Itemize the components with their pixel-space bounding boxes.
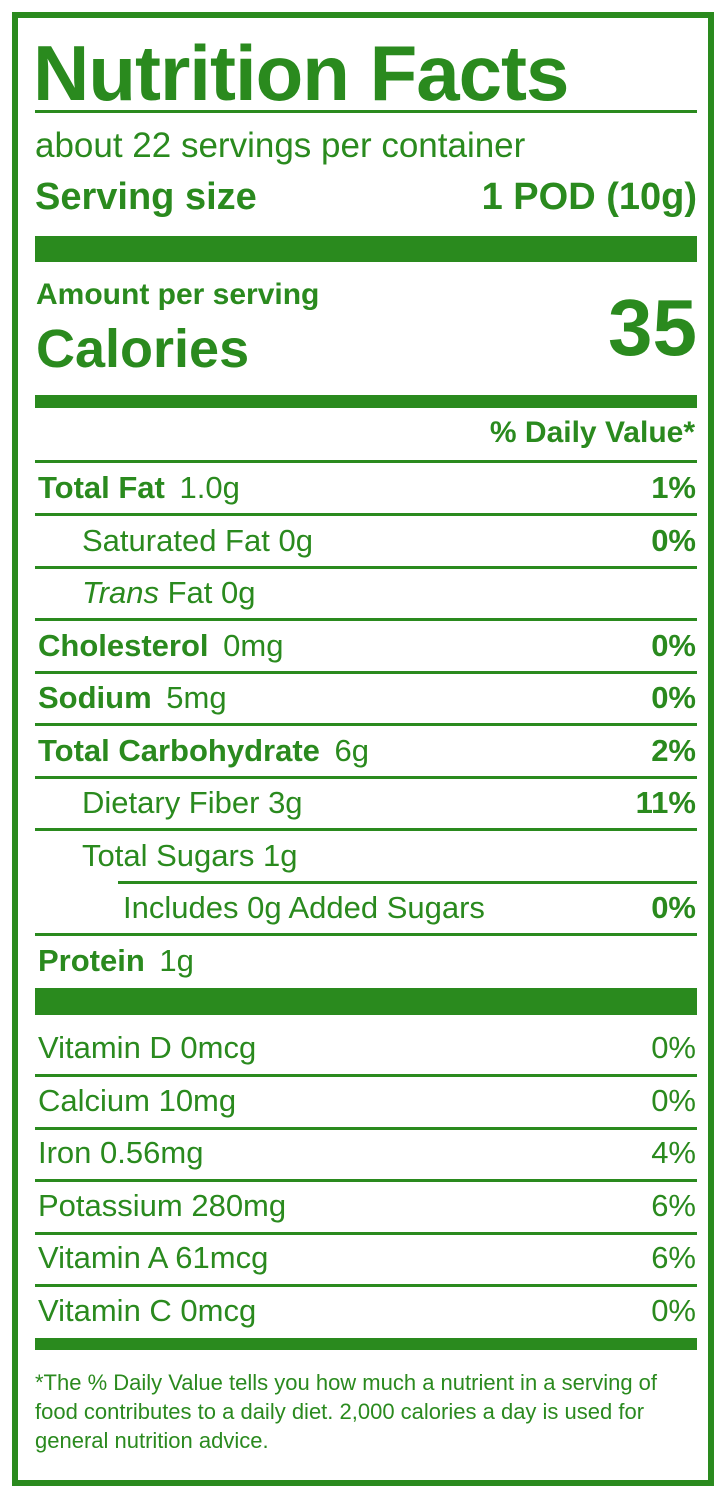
nutrient-row: Total Sugars 1g [38, 836, 696, 876]
nutrient-row: Dietary Fiber 3g 11% [38, 783, 696, 823]
label-border [12, 12, 714, 1486]
nutrient-daily-value: 2% [651, 732, 696, 768]
nutrient-amount: 1g [262, 837, 298, 873]
nutrient-daily-value: 0% [651, 680, 696, 715]
nutrient-label: Cholesterol 0mg [38, 626, 283, 666]
medium-divider [35, 1338, 697, 1350]
serving-size-label: Serving size [35, 176, 257, 218]
divider [35, 618, 697, 621]
vitamin-label: Calcium 10mg [38, 1082, 237, 1118]
divider [35, 933, 697, 936]
vitamin-label: Vitamin A 61mcg [38, 1240, 269, 1276]
servings-per-container: about 22 servings per container [35, 126, 526, 165]
nutrient-amount: 0g [221, 575, 256, 610]
nutrient-row: Total Carbohydrate 6g 2% [38, 731, 696, 771]
nutrient-amount: 5mg [166, 680, 227, 715]
nutrient-name: Saturated Fat [82, 522, 270, 558]
vitamin-row: Vitamin D 0mcg 0% [38, 1028, 696, 1068]
divider [35, 670, 697, 674]
nutrient-label: Sodium 5mg [38, 678, 227, 718]
divider [35, 775, 697, 779]
nutrient-label: Dietary Fiber 3g [82, 783, 303, 823]
nutrient-label: Total Sugars 1g [82, 836, 297, 876]
vitamin-row: Vitamin C 0mcg 0% [38, 1291, 696, 1331]
thick-divider [35, 236, 697, 262]
vitamin-label: Iron 0.56mg [38, 1135, 204, 1171]
nutrient-label: Total Fat 1.0g [38, 468, 240, 508]
divider [35, 1074, 697, 1077]
vitamin-daily-value: 0% [651, 1293, 696, 1328]
daily-value-header: % Daily Value* [489, 416, 695, 449]
nutrient-row: Trans Fat 0g [38, 573, 696, 613]
nutrient-name: Total Fat [38, 470, 165, 505]
vitamin-row: Iron 0.56mg 4% [38, 1133, 696, 1173]
nutrient-name-suffix: Fat [167, 575, 213, 610]
nutrient-daily-value: 1% [651, 470, 696, 505]
nutrient-row: Saturated Fat 0g 0% [38, 521, 696, 561]
nutrient-name: Total Carbohydrate [38, 732, 320, 768]
vitamin-label: Vitamin C 0mcg [38, 1293, 257, 1328]
amount-per-serving: Amount per serving [36, 278, 320, 311]
calories-value: 35 [608, 283, 697, 372]
divider [35, 460, 697, 463]
nutrient-name: Trans [82, 575, 159, 610]
divider [35, 1284, 697, 1288]
divider [35, 110, 697, 113]
nutrient-row: Total Fat 1.0g 1% [38, 468, 696, 508]
nutrient-label: Saturated Fat 0g [82, 521, 313, 561]
nutrient-label: Includes 0g Added Sugars [123, 888, 485, 928]
nutrient-daily-value: 0% [651, 890, 696, 925]
nutrient-amount: 0g [278, 522, 313, 558]
nutrient-name: Dietary Fiber [82, 785, 260, 820]
nutrient-label: Protein 1g [38, 941, 194, 981]
divider [35, 1231, 697, 1235]
serving-size-value: 1 POD (10g) [481, 176, 697, 218]
vitamin-row: Calcium 10mg 0% [38, 1081, 696, 1121]
nutrient-amount: 6g [334, 732, 370, 768]
thick-divider [35, 988, 697, 1015]
vitamin-row: Vitamin A 61mcg 6% [38, 1238, 696, 1278]
medium-divider [35, 395, 697, 408]
divider [35, 828, 697, 831]
vitamin-daily-value: 6% [651, 1240, 696, 1276]
nutrient-daily-value: 11% [635, 785, 696, 820]
nutrient-label: Trans Fat 0g [82, 573, 255, 613]
nutrient-daily-value: 0% [651, 522, 696, 558]
divider [35, 723, 697, 726]
nutrient-daily-value: 0% [651, 627, 696, 663]
nutrient-amount: 0mg [223, 627, 284, 663]
nutrient-row: Protein 1g [38, 941, 696, 981]
nutrient-label: Total Carbohydrate 6g [38, 731, 369, 771]
footnote: *The % Daily Value tells you how much a … [35, 1370, 658, 1453]
vitamin-daily-value: 4% [651, 1135, 696, 1171]
divider [35, 513, 697, 516]
vitamin-daily-value: 6% [651, 1187, 696, 1223]
divider [35, 1126, 697, 1130]
nutrient-amount: 1g [159, 942, 194, 978]
vitamin-label: Potassium 280mg [38, 1187, 287, 1223]
vitamin-label: Vitamin D 0mcg [38, 1030, 257, 1065]
divider [118, 880, 697, 884]
nutrient-amount: 1.0g [179, 470, 240, 505]
nutrient-row: Cholesterol 0mg 0% [38, 626, 696, 666]
nutrient-row: Sodium 5mg 0% [38, 678, 696, 718]
vitamin-daily-value: 0% [651, 1082, 696, 1118]
vitamin-daily-value: 0% [651, 1030, 696, 1065]
label-title: Nutrition Facts [33, 29, 569, 117]
nutrient-row: Includes 0g Added Sugars 0% [38, 888, 696, 928]
nutrient-name: Total Sugars [82, 837, 255, 873]
nutrient-amount: 3g [268, 785, 303, 820]
nutrient-name: Protein [38, 942, 145, 978]
vitamin-row: Potassium 280mg 6% [38, 1186, 696, 1226]
nutrient-name: Includes 0g Added Sugars [123, 890, 485, 925]
calories-label: Calories [36, 319, 250, 379]
divider [35, 1179, 697, 1183]
divider [35, 565, 697, 569]
nutrient-name: Cholesterol [38, 627, 209, 663]
nutrient-name: Sodium [38, 680, 152, 715]
